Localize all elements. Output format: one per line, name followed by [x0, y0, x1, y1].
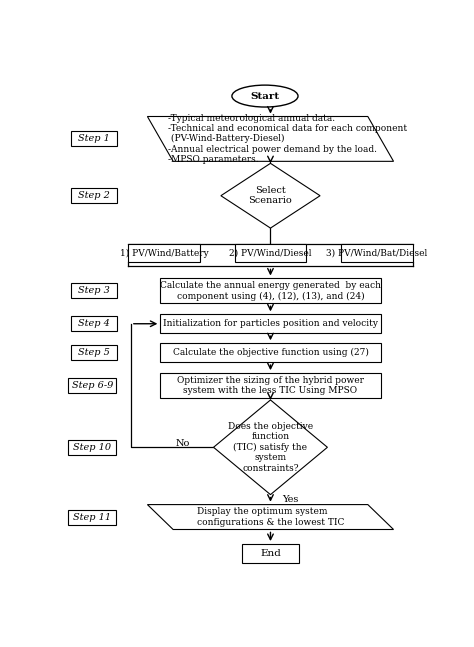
Text: Step 11: Step 11 [73, 512, 111, 521]
Text: Step 1: Step 1 [78, 135, 110, 144]
Polygon shape [147, 116, 393, 161]
Text: Initialization for particles position and velocity: Initialization for particles position an… [163, 319, 378, 328]
Text: Calculate the annual energy generated  by each
component using (4), (12), (13), : Calculate the annual energy generated by… [160, 281, 381, 301]
Text: Step 5: Step 5 [78, 348, 110, 357]
Polygon shape [213, 400, 328, 494]
Text: No: No [175, 439, 190, 448]
Text: -Typical meteorological annual data.
-Technical and economical data for each com: -Typical meteorological annual data. -Te… [168, 113, 407, 164]
Text: Step 10: Step 10 [73, 443, 111, 452]
Text: Optimizer the sizing of the hybrid power
system with the less TIC Using MPSO: Optimizer the sizing of the hybrid power… [177, 376, 364, 395]
Bar [68, 510, 116, 525]
Text: 2) PV/Wind/Diesel: 2) PV/Wind/Diesel [229, 248, 312, 258]
Bar [128, 243, 200, 263]
Bar [71, 283, 117, 298]
Text: Step 6-9: Step 6-9 [72, 381, 113, 390]
Bar [242, 544, 299, 563]
Text: Step 3: Step 3 [78, 287, 110, 296]
Bar [160, 314, 381, 333]
Text: Calculate the objective function using (27): Calculate the objective function using (… [173, 348, 368, 357]
Text: 3) PV/Wind/Bat/Diesel: 3) PV/Wind/Bat/Diesel [327, 248, 428, 258]
Bar [235, 243, 306, 263]
Text: 1) PV/Wind/Battery: 1) PV/Wind/Battery [119, 248, 208, 258]
Bar [68, 378, 116, 393]
Bar [71, 316, 117, 331]
Text: Select
Scenario: Select Scenario [248, 186, 292, 205]
Text: Does the objective
function
(TIC) satisfy the
system
constraints?: Does the objective function (TIC) satisf… [228, 422, 313, 473]
Text: Yes: Yes [283, 495, 299, 504]
Bar [160, 343, 381, 362]
Text: Step 4: Step 4 [78, 319, 110, 328]
Text: Display the optimum system
configurations & the lowest TIC: Display the optimum system configuration… [197, 507, 344, 527]
Text: Step 2: Step 2 [78, 192, 110, 200]
Bar [71, 131, 117, 146]
Polygon shape [221, 163, 320, 228]
Bar [71, 188, 117, 203]
Bar [68, 440, 116, 455]
Bar [71, 345, 117, 360]
Bar [160, 373, 381, 398]
Text: End: End [260, 549, 281, 558]
Bar [341, 243, 413, 263]
Text: Start: Start [250, 92, 280, 100]
Ellipse shape [232, 85, 298, 107]
Polygon shape [147, 505, 393, 529]
Bar [160, 278, 381, 303]
